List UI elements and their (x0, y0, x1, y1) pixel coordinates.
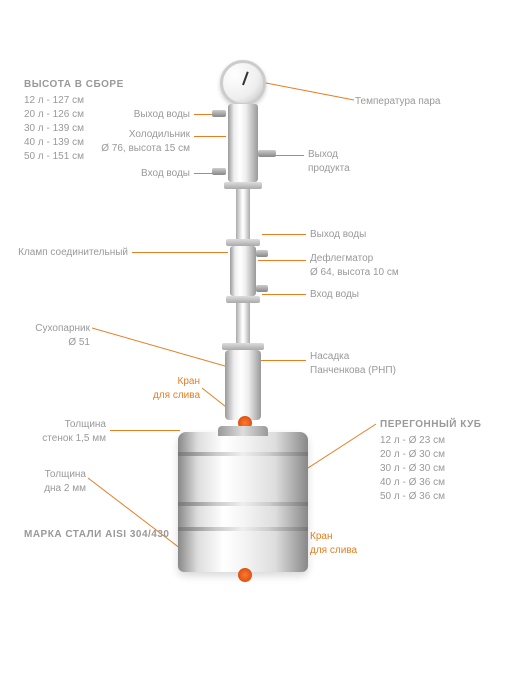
dry-steamer-body (225, 350, 261, 420)
top-clamp-1 (224, 182, 262, 189)
gauge-icon (220, 60, 266, 106)
panchenkov-label: НасадкаПанченкова (РНП) (310, 350, 396, 377)
leader-defleg (258, 260, 306, 261)
height-row-4: 50 л - 151 см (24, 150, 84, 164)
height-row-3: 40 л - 139 см (24, 136, 84, 150)
tank-header: ПЕРЕГОННЫЙ КУБ (380, 418, 481, 432)
wall-thick-label: Толщинастенок 1,5 мм (18, 418, 106, 445)
deflegmator-label: ДефлегматорØ 64, высота 10 см (310, 252, 399, 279)
port-water-out-top (212, 110, 226, 117)
tank-row-0: 12 л - Ø 23 см (380, 434, 445, 448)
deflegmator-body (230, 246, 256, 296)
steam-temp-label: Температура пара (355, 95, 440, 109)
drain-valve-lower-icon (238, 568, 252, 582)
assembled-height-header: ВЫСОТА В СБОРЕ (24, 78, 124, 92)
tank-row-2: 30 л - Ø 30 см (380, 462, 445, 476)
tank-lid (218, 426, 268, 436)
drain-tap-upper-label: Крандля слива (130, 375, 200, 402)
drain-tap-lower-label: Крандля слива (310, 530, 357, 557)
port-product (258, 150, 276, 157)
leader-panch (258, 360, 306, 361)
leader-wall (110, 430, 180, 431)
tube-mid (236, 303, 250, 343)
tank-body (178, 432, 308, 572)
tank-row-1: 20 л - Ø 30 см (380, 448, 445, 462)
dry-steamer-label: СухопарникØ 51 (18, 322, 90, 349)
height-row-0: 12 л - 127 см (24, 94, 84, 108)
leader-dry-steamer (92, 320, 232, 370)
port-water-in-defleg (256, 285, 268, 292)
height-row-2: 30 л - 139 см (24, 122, 84, 136)
leader-water-in-mid (262, 294, 306, 295)
port-water-out-defleg (256, 250, 268, 257)
bottom-thick-label: Толщинадна 2 мм (18, 468, 86, 495)
tank-band-2 (178, 502, 308, 506)
tube-upper (236, 189, 250, 239)
water-in-top-label: Вход воды (110, 167, 190, 181)
leader-steam (266, 80, 356, 102)
leader-clamp (132, 252, 228, 253)
clamp-dry-top (222, 343, 264, 350)
clamp-defleg-top (226, 239, 260, 246)
leader-water-out-mid (262, 234, 306, 235)
clamp-conn-label: Кламп соединительный (18, 246, 128, 260)
port-water-in-top (212, 168, 226, 175)
cooler-label: ХолодильникØ 76, высота 15 см (100, 128, 190, 155)
tank-row-3: 40 л - Ø 36 см (380, 476, 445, 490)
clamp-defleg-bot (226, 296, 260, 303)
water-in-mid-label: Вход воды (310, 288, 359, 302)
steel-grade-label: МАРКА СТАЛИ AISI 304/430 (24, 528, 169, 542)
leader-tank (308, 420, 378, 470)
cooler-body (228, 104, 258, 182)
water-out-top-label: Выход воды (110, 108, 190, 122)
height-row-1: 20 л - 126 см (24, 108, 84, 122)
tank-band-3 (178, 527, 308, 531)
tank-row-4: 50 л - Ø 36 см (380, 490, 445, 504)
tank-band-1 (178, 452, 308, 456)
leader-cooler (194, 136, 226, 137)
water-out-mid-label: Выход воды (310, 228, 366, 242)
product-out-label: Выходпродукта (308, 148, 350, 175)
